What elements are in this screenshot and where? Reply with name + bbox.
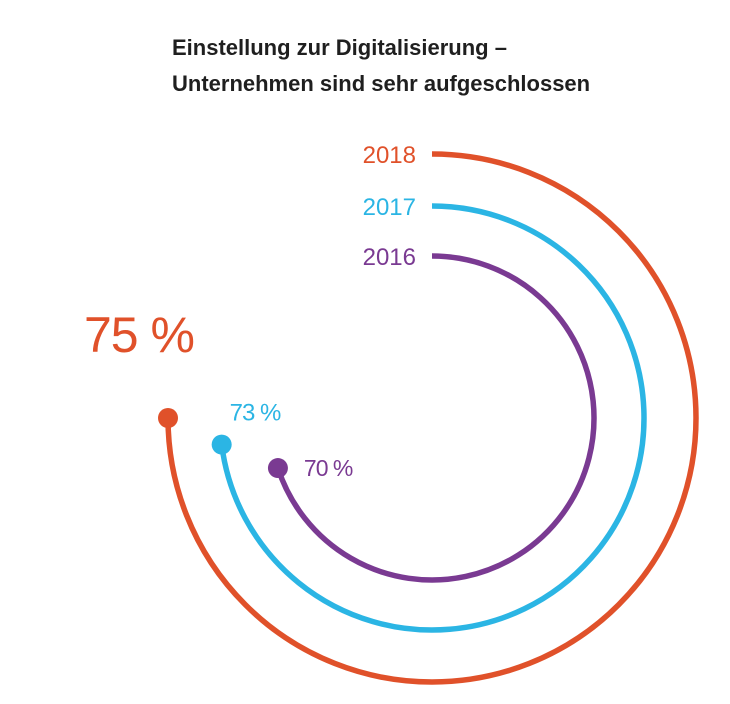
legend-label-2018: 2018 — [363, 142, 416, 169]
legend-label-2017: 2017 — [363, 194, 416, 221]
arc-end-dot-2018 — [158, 408, 178, 428]
value-label-2016: 70 % — [304, 455, 353, 481]
chart-title: Einstellung zur Digitalisierung – Untern… — [172, 30, 692, 102]
legend-label-2016: 2016 — [363, 244, 416, 271]
arc-end-dot-2017 — [211, 434, 232, 455]
arc-2018 — [165, 151, 699, 685]
value-label-2018: 75 % — [84, 307, 194, 363]
chart-title-line-2: Unternehmen sind sehr aufgeschlossen — [172, 71, 591, 96]
arc-end-dot-2016 — [267, 458, 288, 479]
chart-title-line-1: Einstellung zur Digitalisierung – — [172, 35, 507, 60]
arc-2017 — [218, 203, 647, 633]
arc-2016 — [275, 253, 597, 583]
value-label-2017: 73 % — [230, 400, 281, 427]
